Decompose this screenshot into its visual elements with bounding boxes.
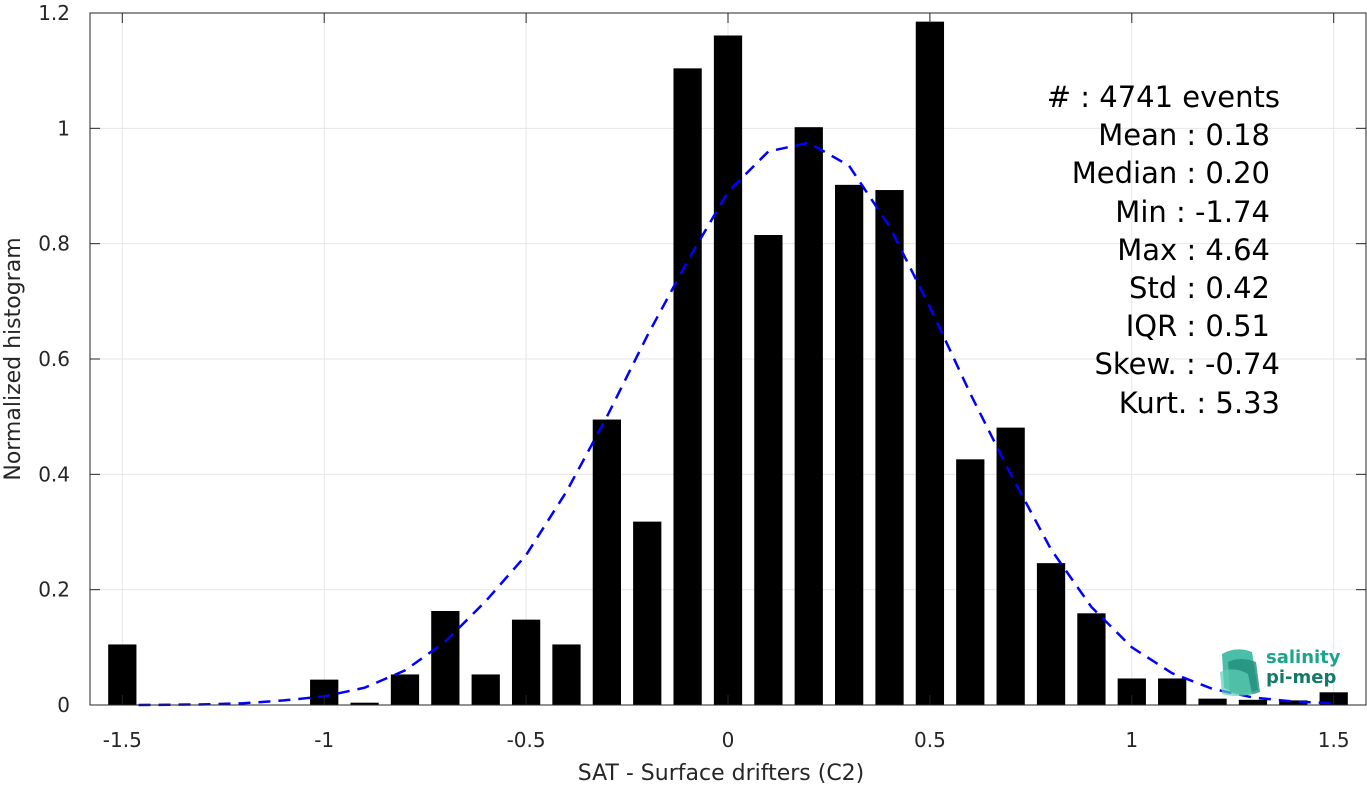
stat-min: Min : -1.74 (1115, 194, 1270, 229)
bar-series (108, 21, 1348, 706)
histogram-bar (431, 611, 460, 705)
salinity-pi-mep-logo: salinity pi-mep (1218, 644, 1348, 696)
x-tick-label: 0 (722, 728, 735, 752)
y-tick-label: 0 (57, 693, 70, 717)
logo-line2: pi-mep (1266, 667, 1337, 688)
axis-ticks: -1.5 -1 -0.5 0 0.5 1 1.5 0 0.2 0.4 0.6 0.8 1 1.2 (38, 1, 1366, 752)
x-tick-label: -1.5 (103, 728, 142, 752)
histogram-bar (1238, 699, 1268, 705)
stat-max: Max : 4.64 (1117, 232, 1270, 267)
logo-wave-icon (1220, 649, 1260, 696)
histogram-bar (956, 459, 985, 705)
histogram-bar (875, 190, 904, 705)
histogram-bar (754, 235, 783, 705)
histogram-bar (1036, 563, 1066, 705)
y-tick-label: 0.8 (38, 232, 70, 256)
histogram-bar (1158, 678, 1187, 705)
x-tick-label: 0.5 (914, 728, 946, 752)
y-axis-label: Normalized histogram (1, 237, 26, 480)
histogram-bar (996, 427, 1025, 705)
y-tick-label: 1 (57, 116, 70, 140)
histogram-bar (350, 702, 379, 705)
stat-skew: Skew. : -0.74 (1094, 347, 1280, 382)
y-tick-label: 0.2 (38, 578, 70, 602)
x-tick-label: 1 (1125, 728, 1138, 752)
histogram-bar (592, 419, 621, 705)
statistics-box: # : 4741 events Mean : 0.18 Median : 0.2… (980, 78, 1280, 422)
logo-line1: salinity (1266, 647, 1341, 668)
histogram-bar (713, 35, 743, 706)
histogram-bar (794, 127, 823, 706)
logo-text: salinity pi-mep (1266, 648, 1341, 688)
stat-iqr: IQR : 0.51 (1125, 309, 1270, 344)
histogram-bar (915, 21, 945, 705)
stat-median: Median : 0.20 (1071, 156, 1270, 191)
stat-mean: Mean : 0.18 (1098, 118, 1270, 153)
x-axis-label: SAT - Surface drifters (C2) (578, 761, 865, 785)
histogram-bar (511, 619, 541, 705)
histogram-bar (1279, 700, 1308, 705)
y-tick-label: 1.2 (38, 1, 70, 25)
histogram-bar (108, 644, 137, 705)
histogram-bar (552, 644, 581, 705)
y-tick-label: 0.6 (38, 347, 70, 371)
x-tick-label: 1.5 (1318, 728, 1350, 752)
stat-count: # : 4741 events (1046, 80, 1280, 114)
histogram-bar (633, 521, 662, 705)
histogram-bar (673, 68, 702, 706)
y-tick-label: 0.4 (38, 462, 70, 486)
histogram-bar (1077, 613, 1106, 705)
fit-curve (138, 141, 1334, 707)
histogram-bar (471, 674, 500, 705)
stat-kurt: Kurt. : 5.33 (1118, 385, 1280, 420)
histogram-bar (390, 674, 420, 705)
x-tick-label: -1 (314, 728, 334, 752)
histogram-bar (1198, 698, 1227, 705)
x-tick-label: -0.5 (507, 728, 546, 752)
histogram-bar (835, 184, 864, 705)
stat-std: Std : 0.42 (1129, 271, 1270, 306)
